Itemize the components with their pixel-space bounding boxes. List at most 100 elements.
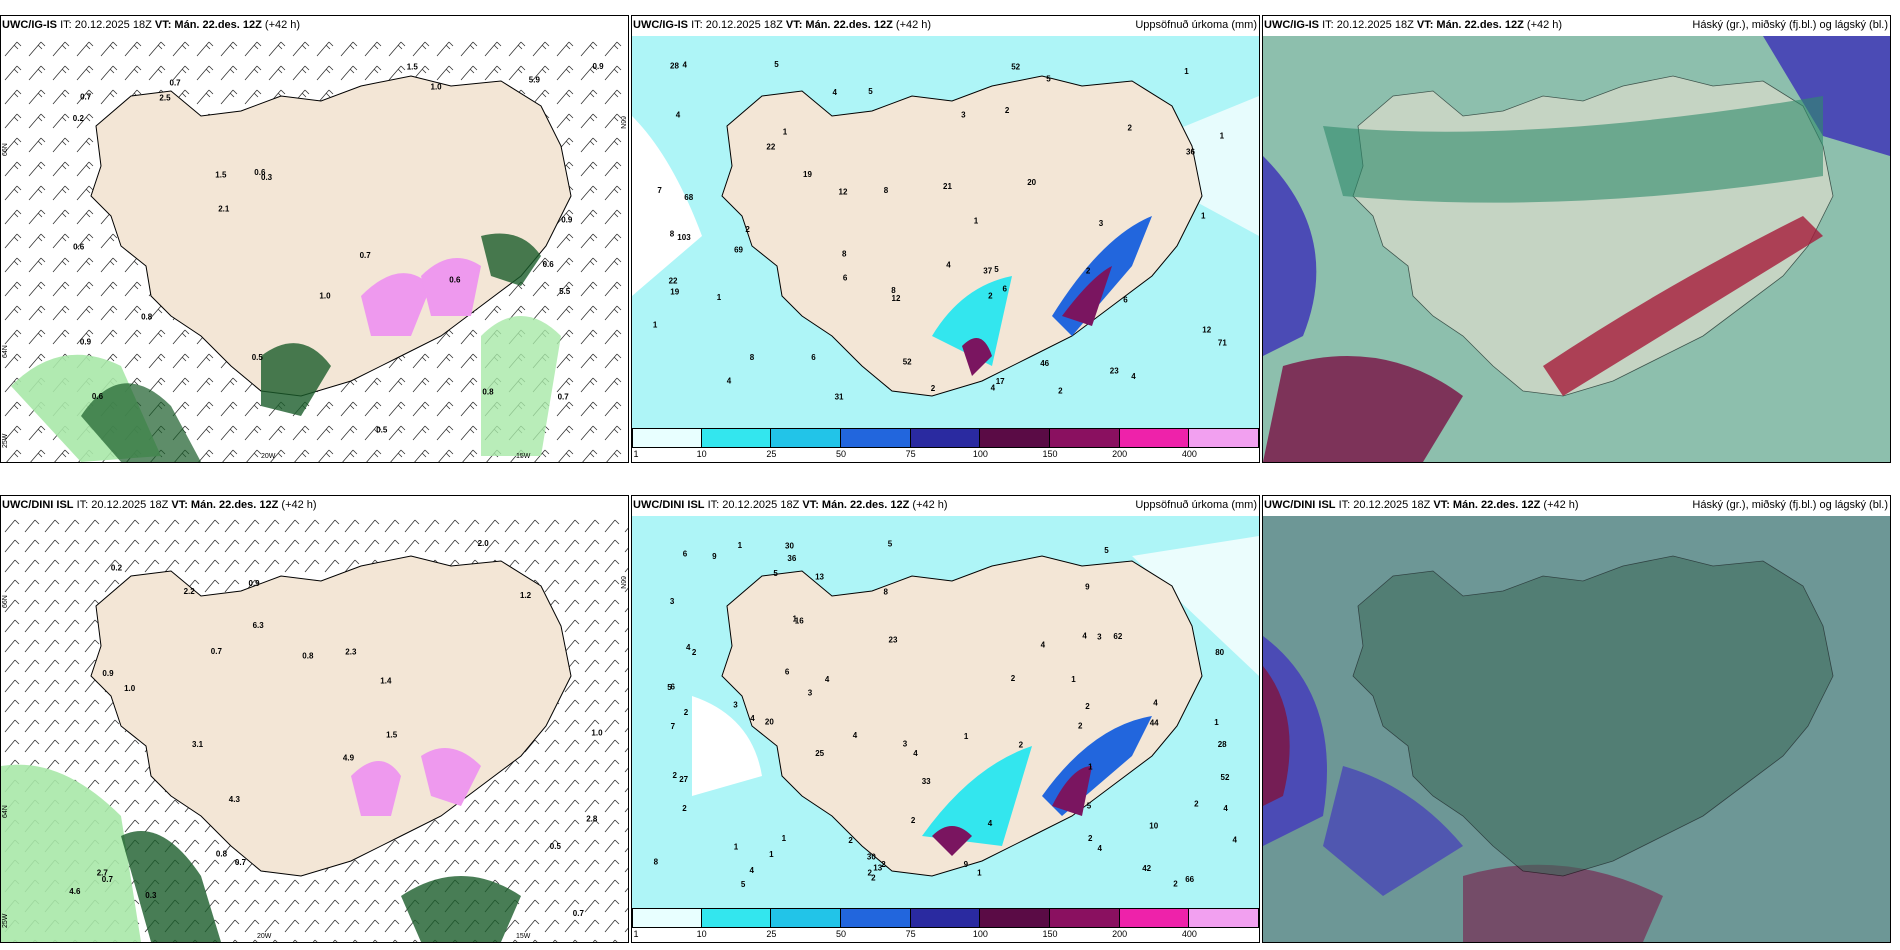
value-label: 30 — [867, 852, 876, 861]
value-label: 19 — [803, 170, 812, 179]
value-label: 6 — [843, 274, 848, 283]
value-label: 30 — [785, 542, 794, 551]
value-label: 1 — [1214, 718, 1219, 727]
value-label: 2 — [1086, 267, 1091, 276]
value-label: 5 — [1104, 546, 1109, 555]
value-label: 4 — [946, 261, 951, 270]
colorbar-swatch — [1050, 428, 1120, 448]
value-label: 4 — [1153, 699, 1158, 708]
value-label: 27 — [679, 775, 688, 784]
value-label: 4 — [727, 376, 732, 385]
value-label: 4 — [683, 60, 688, 69]
value-label: 5 — [1046, 74, 1051, 83]
colorbar-tick: 100 — [972, 929, 988, 939]
map-precip: 1 1 3 1 2 1 1 1 25 4 5 5 3 2 6 4 7 8 6 4 20 4 2 4 5 5 3 4 10 9 9 13 23 36… — [632, 516, 1259, 908]
colorbar: 1 10 25 50 75 100 150 200 400 — [632, 908, 1259, 942]
value-label: 0.7 — [80, 93, 92, 102]
map-precip: 6 68 1 2 8 8 3 5 12 21 8 7 1 8 6 12 20 19 31 22 22 37 12 4 28 52 4… — [632, 36, 1259, 428]
value-label: 103 — [677, 233, 691, 242]
map-svg: 1131211125455326478642042455341099132336… — [632, 516, 1259, 908]
axis-label: 66N — [2, 595, 9, 608]
value-label: 4 — [825, 675, 830, 684]
axis-label: 25W — [2, 913, 9, 928]
map-svg — [1263, 516, 1890, 942]
value-label: 3 — [961, 111, 966, 120]
value-label: 0.6 — [92, 392, 104, 401]
value-label: 2.7 — [97, 868, 109, 877]
value-label: 69 — [734, 246, 743, 255]
colorbar-tick: 50 — [835, 449, 847, 459]
value-label: 4 — [676, 111, 681, 120]
value-label: 4.9 — [343, 754, 355, 763]
value-label: 3 — [670, 597, 675, 606]
axis-label: 20W — [261, 453, 276, 460]
axis-label: 66N — [619, 576, 626, 589]
value-label: 4 — [750, 714, 755, 723]
colorbar-swatch — [771, 908, 841, 928]
panel-header: UWC/IG-IS IT: 20.12.2025 18Z VT: Mán. 22… — [2, 19, 301, 31]
value-label: 28 — [670, 61, 679, 70]
value-label: 0.8 — [141, 313, 153, 322]
value-label: 4 — [1082, 631, 1087, 640]
colorbar-frame — [632, 428, 1259, 448]
colorbar-swatch — [910, 428, 981, 448]
value-label: 33 — [922, 777, 931, 786]
gust-values: 0.6 0.6 0.6 0.7 0.3 0.8 0.9 1.0 1.5 0.5 0.2 0.6 0.7 0… — [73, 62, 604, 435]
value-label: 1 — [769, 850, 774, 859]
value-label: 9 — [1085, 583, 1090, 592]
value-label: 6 — [785, 668, 790, 677]
value-label: 6 — [683, 550, 688, 559]
value-label: 1 — [974, 217, 979, 226]
value-label: 6 — [1123, 295, 1128, 304]
value-label: 1 — [782, 834, 787, 843]
value-label: 21 — [943, 182, 952, 191]
value-label: 2 — [1173, 879, 1178, 888]
value-label: 42 — [1142, 864, 1151, 873]
value-label: 52 — [903, 357, 912, 366]
value-label: 2 — [1058, 387, 1063, 396]
value-label: 2 — [1088, 834, 1093, 843]
value-label: 1.5 — [407, 63, 419, 72]
map-svg — [1263, 36, 1890, 462]
panel-header: UWC/IG-IS IT: 20.12.2025 18Z VT: Mán. 22… — [1264, 19, 1563, 31]
value-label: 0.7 — [573, 909, 585, 918]
value-label: 2 — [1085, 702, 1090, 711]
value-label: 2 — [692, 648, 697, 657]
value-label: 0.7 — [211, 647, 223, 656]
panel-title: Uppsöfnuð úrkoma (mm) — [1135, 19, 1257, 31]
value-label: 5 — [667, 683, 672, 692]
map-clouds — [1263, 36, 1890, 462]
value-label: 31 — [835, 393, 844, 402]
value-label: 1 — [1088, 763, 1093, 772]
value-label: 7 — [657, 186, 662, 195]
value-label: 9 — [964, 860, 969, 869]
value-label: 2 — [1194, 799, 1199, 808]
value-label: 5 — [773, 569, 778, 578]
value-label: 12 — [892, 294, 901, 303]
value-label: 1.5 — [386, 731, 398, 740]
value-label: 7 — [671, 722, 676, 731]
axis-label: 66N — [2, 143, 9, 156]
value-label: 2 — [931, 384, 936, 393]
value-label: 1.4 — [380, 677, 392, 686]
value-label: 6.3 — [253, 621, 265, 630]
value-label: 5.9 — [529, 75, 541, 84]
value-label: 0.7 — [360, 251, 372, 260]
colorbar-tick: 100 — [972, 449, 988, 459]
value-label: 8 — [750, 353, 755, 362]
value-label: 0.2 — [111, 563, 123, 572]
value-label: 17 — [996, 377, 1005, 386]
value-label: 23 — [889, 635, 898, 644]
value-label: 4 — [1098, 844, 1103, 853]
value-label: 2 — [745, 225, 750, 234]
value-label: 0.7 — [102, 875, 114, 884]
colorbar-tick: 50 — [835, 929, 847, 939]
colorbar-tick: 1 — [633, 929, 639, 939]
value-label: 4 — [1131, 372, 1136, 381]
value-label: 4 — [1223, 804, 1228, 813]
value-label: 4 — [686, 643, 691, 652]
value-label: 19 — [670, 288, 679, 297]
value-label: 0.9 — [561, 216, 573, 225]
value-label: 5 — [888, 540, 893, 549]
